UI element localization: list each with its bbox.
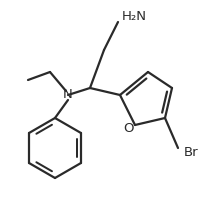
Text: O: O	[124, 121, 134, 134]
Text: N: N	[63, 88, 73, 102]
Text: H₂N: H₂N	[122, 10, 147, 23]
Text: Br: Br	[184, 145, 199, 158]
